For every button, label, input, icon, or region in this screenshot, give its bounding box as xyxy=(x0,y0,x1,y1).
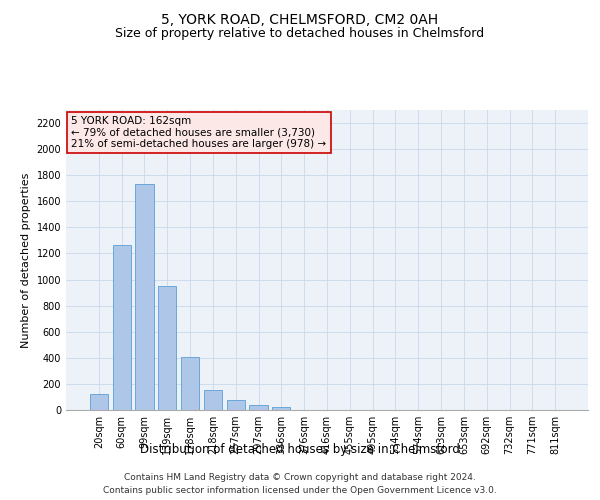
Bar xyxy=(113,245,131,410)
Text: Distribution of detached houses by size in Chelmsford: Distribution of detached houses by size … xyxy=(140,442,460,456)
Bar xyxy=(90,394,108,410)
Bar xyxy=(158,286,176,410)
Bar xyxy=(250,406,268,410)
Bar xyxy=(272,408,290,410)
Bar xyxy=(136,184,154,410)
Text: Contains HM Land Registry data © Crown copyright and database right 2024.: Contains HM Land Registry data © Crown c… xyxy=(124,474,476,482)
Text: 5, YORK ROAD, CHELMSFORD, CM2 0AH: 5, YORK ROAD, CHELMSFORD, CM2 0AH xyxy=(161,12,439,26)
Text: 5 YORK ROAD: 162sqm
← 79% of detached houses are smaller (3,730)
21% of semi-det: 5 YORK ROAD: 162sqm ← 79% of detached ho… xyxy=(71,116,326,149)
Bar xyxy=(204,390,222,410)
Text: Size of property relative to detached houses in Chelmsford: Size of property relative to detached ho… xyxy=(115,28,485,40)
Text: Contains public sector information licensed under the Open Government Licence v3: Contains public sector information licen… xyxy=(103,486,497,495)
Y-axis label: Number of detached properties: Number of detached properties xyxy=(21,172,31,348)
Bar xyxy=(227,400,245,410)
Bar xyxy=(181,356,199,410)
